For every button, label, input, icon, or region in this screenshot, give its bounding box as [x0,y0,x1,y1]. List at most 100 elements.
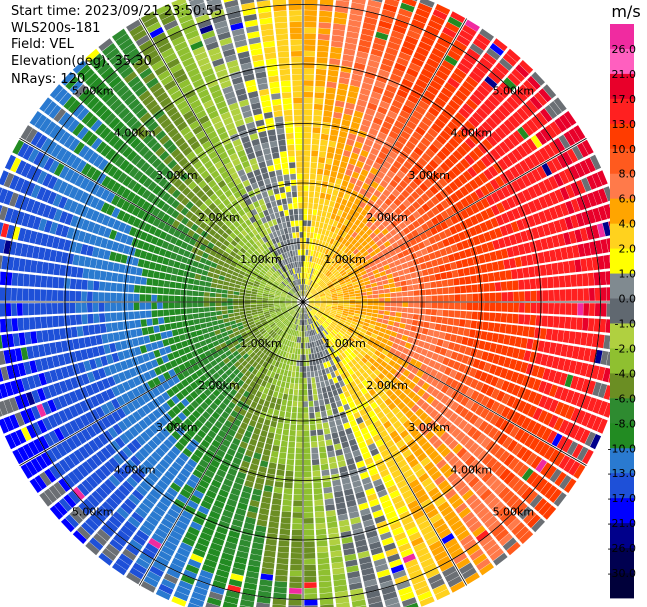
velocity-gate [460,197,470,208]
velocity-gate [360,169,369,177]
velocity-gate [425,309,432,315]
velocity-gate [332,220,339,227]
velocity-gate [328,533,340,540]
velocity-gate [412,110,423,121]
velocity-gate [396,292,402,297]
velocity-gate [307,293,312,298]
velocity-gate [304,56,315,63]
velocity-gate [429,274,436,282]
velocity-gate [524,303,531,313]
velocity-gate [577,303,584,316]
velocity-gate [312,464,320,471]
velocity-gate [386,184,395,193]
velocity-gate [290,418,297,425]
velocity-gate [435,223,444,233]
velocity-gate [94,324,101,334]
velocity-gate [315,417,322,424]
velocity-gate [386,215,394,224]
velocity-gate [186,308,193,314]
velocity-gate [308,261,312,268]
velocity-gate [412,0,418,2]
velocity-gate [329,135,338,142]
velocity-gate [503,137,515,150]
velocity-gate [281,434,289,442]
velocity-gate [390,220,398,228]
velocity-gate [262,449,271,456]
velocity-gate [403,125,414,135]
velocity-gate [387,110,398,120]
velocity-gate [334,490,344,498]
velocity-gate [334,443,342,451]
velocity-gate [69,290,76,301]
velocity-gate [93,313,100,324]
velocity-gate [384,115,395,125]
velocity-gate [209,307,216,312]
velocity-gate [396,307,402,312]
velocity-gate [360,257,367,264]
velocity-gate [317,288,323,293]
velocity-gate [319,259,324,266]
velocity-gate [210,316,218,321]
velocity-gate [209,297,216,302]
velocity-gate [571,288,578,301]
velocity-gate [141,327,149,336]
velocity-gate [305,291,309,297]
velocity-gate [524,279,531,290]
velocity-gate [306,285,309,291]
velocity-gate [303,430,310,437]
velocity-gate [370,48,384,58]
velocity-gate [303,448,311,454]
velocity-gate [283,423,290,430]
velocity-gate [310,274,314,280]
velocity-gate [396,57,409,67]
velocity-gate [221,298,227,302]
velocity-gate [304,599,318,606]
velocity-gate [480,210,490,221]
velocity-gate [460,209,469,219]
velocity-gate [304,290,306,297]
velocity-gate [363,113,374,122]
velocity-gate [388,237,396,245]
velocity-gate [407,290,414,296]
velocity-gate [336,256,342,263]
velocity-gate [449,294,455,302]
velocity-gate [398,203,407,212]
velocity-gate [456,34,471,47]
velocity-gate [451,269,459,278]
velocity-gate [559,186,570,201]
velocity-gate [379,126,390,135]
velocity-gate [553,173,564,187]
velocity-gate [386,245,394,252]
velocity-gate [318,151,327,158]
velocity-gate [326,281,333,286]
velocity-gate [313,233,318,239]
velocity-gate [325,158,333,165]
velocity-gate [315,251,319,258]
velocity-gate [152,317,159,326]
velocity-gate [475,188,485,199]
velocity-gate [334,496,345,504]
velocity-gate [325,270,331,276]
velocity-gate [343,247,350,254]
velocity-gate [303,261,305,267]
velocity-gate [367,199,375,208]
velocity-gate [389,311,396,317]
velocity-gate [431,309,437,316]
velocity-gate [424,111,436,122]
velocity-gate [309,185,315,192]
velocity-gate [319,281,325,287]
velocity-gate [303,115,312,121]
velocity-gate [447,236,456,245]
velocity-gate [267,432,275,439]
velocity-gate [304,290,306,297]
velocity-gate [326,409,333,416]
velocity-gate [346,96,357,105]
velocity-gate [323,486,333,494]
velocity-gate [319,405,326,412]
velocity-gate [436,134,447,145]
velocity-gate [270,420,277,428]
velocity-gate [558,134,571,149]
velocity-gate [308,348,311,355]
velocity-gate [583,288,590,301]
velocity-gate [542,303,549,314]
